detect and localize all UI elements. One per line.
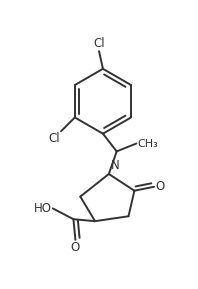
Text: O: O <box>71 241 80 254</box>
Text: Cl: Cl <box>93 37 105 50</box>
Text: CH₃: CH₃ <box>137 138 158 149</box>
Text: HO: HO <box>34 202 52 215</box>
Text: N: N <box>110 160 119 173</box>
Text: O: O <box>156 180 165 193</box>
Text: Cl: Cl <box>49 132 60 145</box>
